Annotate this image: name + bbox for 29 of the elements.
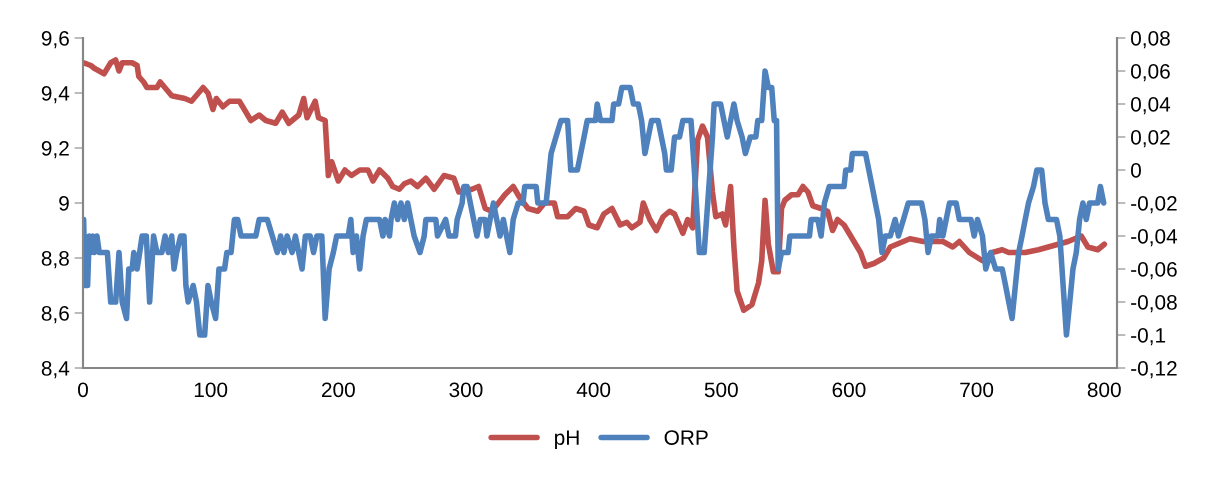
y2-tick-label: -0,1 (1131, 328, 1166, 346)
y-tick-label: 8,4 (41, 361, 70, 379)
y2-tick-label: 0,02 (1131, 130, 1170, 148)
y2-tick-label: 0,06 (1131, 64, 1170, 82)
y-tick-label: 8,8 (41, 251, 69, 269)
x-tick-label: 800 (1087, 382, 1121, 398)
x-tick-label: 500 (704, 382, 738, 398)
y2-tick-label: -0,08 (1131, 295, 1177, 313)
x-tick-label: 600 (832, 382, 866, 398)
y-tick-label: 8,6 (41, 306, 69, 324)
y-tick-label: 9,6 (41, 31, 69, 49)
y2-tick-label: 0,04 (1131, 97, 1171, 115)
y-tick-label: 9,2 (41, 141, 69, 159)
x-tick-label: 100 (194, 382, 228, 398)
y2-tick-label: -0,12 (1131, 361, 1177, 379)
x-tick-label: 400 (576, 382, 611, 398)
legend-label: ORP (664, 430, 708, 445)
x-tick-label: 200 (321, 382, 355, 398)
legend-label: pH (555, 430, 579, 450)
y2-tick-label: -0,04 (1131, 229, 1178, 247)
y2-tick-label: -0,06 (1131, 262, 1177, 280)
x-tick-label: 700 (960, 382, 994, 398)
y-tick-label: 9,4 (41, 86, 70, 104)
y2-tick-label: -0,02 (1131, 196, 1177, 214)
y2-tick-label: 0 (1131, 163, 1141, 178)
y-tick-label: 9 (59, 196, 69, 211)
y2-tick-label: 0,08 (1131, 31, 1170, 49)
x-tick-label: 300 (449, 382, 483, 398)
x-tick-label: 0 (78, 382, 88, 398)
